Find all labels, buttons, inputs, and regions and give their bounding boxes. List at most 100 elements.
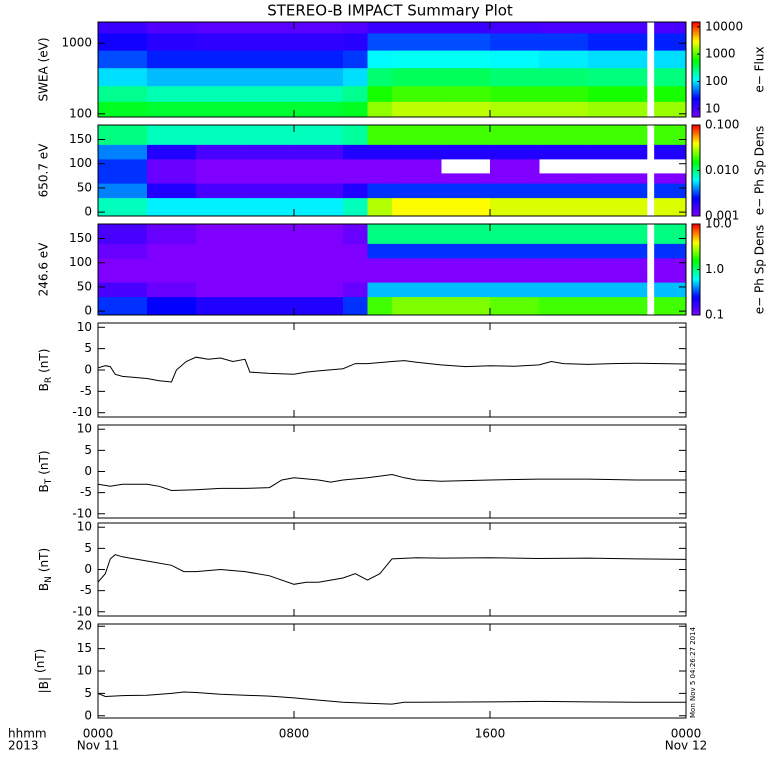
heatmap-cell: [392, 50, 442, 69]
heatmap-cell: [98, 257, 148, 273]
heatmap-cell: [539, 50, 589, 69]
heatmap-cell: [392, 101, 442, 117]
heatmap-cell: [654, 183, 686, 199]
colorbar-segment: [692, 41, 700, 44]
heatmap-cell: [245, 257, 295, 273]
colorbar-segment: [692, 182, 700, 185]
heatmap-cell: [245, 224, 295, 244]
colorbar-tick-label: 1000: [705, 47, 736, 61]
y-tick-label: 0: [84, 562, 92, 576]
colorbar-segment: [692, 99, 700, 102]
heatmap-cell: [490, 85, 540, 102]
heatmap-cell: [588, 67, 648, 87]
heatmap-cell: [147, 158, 197, 174]
colorbar-segment: [692, 227, 700, 230]
heatmap-cell: [441, 173, 491, 184]
heatmap-cell: [539, 243, 589, 259]
heatmap-cell: [654, 296, 686, 315]
colorbar-segment: [692, 263, 700, 266]
heatmap-cell: [196, 272, 246, 283]
heatmap-cell: [588, 257, 648, 273]
heatmap-cell: [245, 32, 295, 51]
colorbar-segment: [692, 75, 700, 78]
colorbar-segment: [692, 299, 700, 302]
colorbar-segment: [692, 274, 700, 277]
colorbar-segment: [692, 173, 700, 176]
colorbar-segment: [692, 212, 700, 215]
colorbar-segment: [692, 245, 700, 248]
colorbar-segment: [692, 134, 700, 137]
colorbar-segment: [692, 194, 700, 197]
colorbar-segment: [692, 295, 700, 298]
heatmap-cell: [147, 125, 197, 145]
colorbar-segment: [692, 128, 700, 131]
heatmap-cell: [490, 50, 540, 69]
colorbar-segment: [692, 125, 700, 128]
heatmap-cell: [441, 272, 491, 283]
colorbar-segment: [692, 83, 700, 86]
heatmap-cell: [539, 282, 589, 298]
heatmap-cell: [539, 257, 589, 273]
colorbar-segment: [692, 155, 700, 158]
colorbar-segment: [692, 146, 700, 149]
panel-frame: [97, 124, 687, 217]
heatmap-cell: [539, 296, 589, 315]
colorbar-segment: [692, 308, 700, 311]
colorbar-segment: [692, 129, 700, 132]
heatmap-cell: [392, 173, 442, 184]
heatmap-cell: [98, 125, 148, 145]
y-tick-label: 10: [77, 422, 92, 436]
heatmap-cell: [343, 50, 368, 69]
heatmap-cell: [147, 32, 197, 51]
y-axis-label: BT (nT): [37, 450, 54, 492]
heatmap-cell: [490, 158, 540, 174]
heatmap-cell: [147, 183, 197, 199]
colorbar-segment: [692, 25, 700, 28]
y-tick-label: -10: [72, 604, 92, 618]
heatmap-cell: [147, 144, 197, 160]
heatmap-cell: [441, 296, 491, 315]
colorbar-segment: [692, 252, 700, 255]
heatmap-cell: [245, 243, 295, 259]
colorbar-segment: [692, 230, 700, 233]
colorbar-segment: [692, 50, 700, 53]
colorbar-segment: [692, 240, 700, 243]
colorbar-segment: [692, 199, 700, 202]
heatmap-cell: [392, 158, 442, 174]
heatmap-cell: [441, 125, 491, 145]
colorbar-segment: [692, 239, 700, 242]
colorbar-segment: [692, 233, 700, 236]
y-axis-label-part: B: [37, 383, 51, 391]
colorbar-segment: [692, 237, 700, 240]
heatmap-cell: [441, 197, 491, 216]
heatmap-cell: [654, 282, 686, 298]
plot-area: [98, 22, 686, 117]
heatmap-cell: [588, 197, 648, 216]
heatmap-cell: [98, 22, 148, 34]
heatmap-cell: [490, 144, 540, 160]
y-axis-label-part: (nT): [37, 450, 51, 474]
colorbar-segment: [692, 112, 700, 115]
heatmap-cell: [654, 197, 686, 216]
colorbar-segment: [692, 82, 700, 85]
heatmap-cell: [147, 22, 197, 34]
colorbar-segment: [692, 170, 700, 173]
heatmap-cell: [441, 50, 491, 69]
heatmap-cell: [441, 243, 491, 259]
colorbar-segment: [692, 249, 700, 252]
colorbar-segment: [692, 60, 700, 63]
colorbar-segment: [692, 79, 700, 82]
heatmap-cell: [147, 224, 197, 244]
colorbar-segment: [692, 45, 700, 48]
colorbar-segment: [692, 193, 700, 196]
heatmap-cell: [294, 101, 344, 117]
colorbar-segment: [692, 94, 700, 97]
heatmap-cell: [441, 183, 491, 199]
data-line: [98, 691, 686, 705]
y-axis-label-part: B: [37, 484, 51, 492]
heatmap-cell: [392, 282, 442, 298]
heatmap-cell: [367, 22, 393, 34]
y-tick-label: 10: [77, 664, 92, 678]
x-tick-label: 0000: [671, 727, 702, 741]
colorbar-segment: [692, 305, 700, 308]
